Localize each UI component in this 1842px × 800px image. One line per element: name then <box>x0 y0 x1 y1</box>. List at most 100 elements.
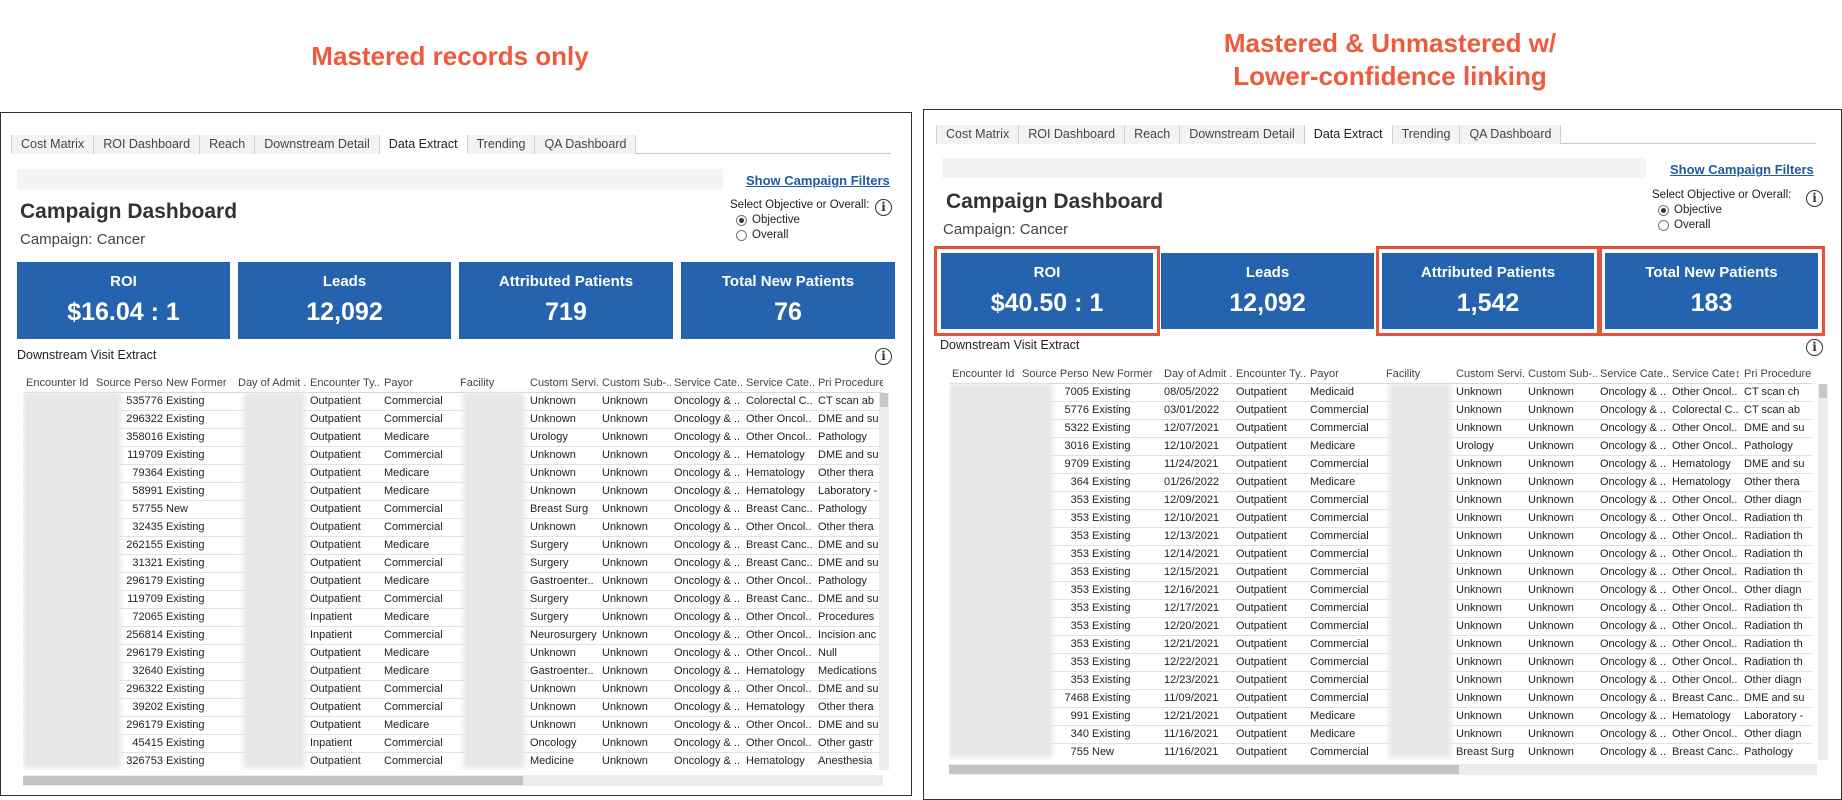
column-header[interactable]: Custom Sub-.. <box>599 375 671 393</box>
column-header[interactable]: Payor <box>1307 366 1383 384</box>
tab-qa-dashboard[interactable]: QA Dashboard <box>535 135 637 154</box>
table-row[interactable]: 3016 Existing 12/10/2021 Outpatient Medicare… <box>949 437 1813 456</box>
column-header[interactable]: Pri Procedure <box>815 375 883 393</box>
horizontal-scrollbar[interactable] <box>23 775 883 786</box>
radio-icon[interactable] <box>1658 204 1669 216</box>
table-row[interactable]: 9709 Existing 11/24/2021 Outpatient Commerci… <box>949 455 1813 474</box>
table-row[interactable]: 296179 Existing Outpatient Medicare Unknown U… <box>23 644 883 663</box>
column-header[interactable]: Custom Sub-.. <box>1525 366 1597 384</box>
table-row[interactable]: 358016 Existing Outpatient Medicare Urology U… <box>23 428 883 447</box>
table-row[interactable]: 7005 Existing 08/05/2022 Outpatient Medicaid… <box>949 383 1813 402</box>
tab-downstream-detail[interactable]: Downstream Detail <box>255 135 380 154</box>
table-row[interactable]: 353 Existing 12/09/2021 Outpatient Commercia… <box>949 491 1813 510</box>
tab-trending[interactable]: Trending <box>1392 125 1461 144</box>
info-icon[interactable]: i <box>1806 339 1823 356</box>
info-icon[interactable]: i <box>1806 190 1823 207</box>
tab-roi-dashboard[interactable]: ROI Dashboard <box>94 135 201 154</box>
column-header[interactable]: Service Cate.. <box>743 375 815 393</box>
table-row[interactable]: 31321 Existing Outpatient Commercial Surgery… <box>23 554 883 573</box>
column-header[interactable]: New Former <box>163 375 235 393</box>
table-row[interactable]: 353 Existing 12/13/2021 Outpatient Commercia… <box>949 527 1813 546</box>
column-header[interactable]: Facility <box>1383 366 1453 384</box>
table-row[interactable]: 32435 Existing Outpatient Commercial Unknown… <box>23 518 883 537</box>
horizontal-scrollbar[interactable] <box>949 764 1817 775</box>
show-campaign-filters-link[interactable]: Show Campaign Filters <box>1670 162 1814 177</box>
radio-objective[interactable]: Objective <box>736 214 869 226</box>
table-row[interactable]: 353 Existing 12/10/2021 Outpatient Commercia… <box>949 509 1813 528</box>
info-icon[interactable]: i <box>875 348 892 365</box>
table-row[interactable]: 353 Existing 12/17/2021 Outpatient Commercia… <box>949 599 1813 618</box>
table-row[interactable]: 5322 Existing 12/07/2021 Outpatient Commerci… <box>949 419 1813 438</box>
tab-downstream-detail[interactable]: Downstream Detail <box>1180 125 1305 144</box>
column-header[interactable]: Encounter Id <box>23 375 93 393</box>
scroll-thumb[interactable] <box>23 776 523 785</box>
table-row[interactable]: 353 Existing 12/23/2021 Outpatient Commercia… <box>949 671 1813 690</box>
table-row[interactable]: 39202 Existing Outpatient Commercial Unknown… <box>23 698 883 717</box>
table-row[interactable]: 353 Existing 12/21/2021 Outpatient Commercia… <box>949 635 1813 654</box>
column-header[interactable]: Payor <box>381 375 457 393</box>
table-row[interactable]: 296179 Existing Outpatient Medicare Gastroen… <box>23 572 883 591</box>
scroll-thumb[interactable] <box>1819 384 1827 398</box>
table-row[interactable]: 991 Existing 12/21/2021 Outpatient Medicare U… <box>949 707 1813 726</box>
info-icon[interactable]: i <box>875 199 892 216</box>
table-row[interactable]: 353 Existing 12/22/2021 Outpatient Commercia… <box>949 653 1813 672</box>
radio-overall[interactable]: Overall <box>736 229 869 241</box>
column-header[interactable]: Encounter Id <box>949 366 1019 384</box>
column-header[interactable]: Source Perso.. <box>1019 366 1089 384</box>
radio-icon[interactable] <box>1658 219 1669 231</box>
column-header[interactable]: Service Cate↕↓ <box>1669 366 1741 384</box>
table-row[interactable]: 72065 Existing Inpatient Medicare Surgery Unk… <box>23 608 883 627</box>
column-header[interactable]: Encounter Ty.. <box>307 375 381 393</box>
column-header[interactable]: Source Perso.. <box>93 375 163 393</box>
column-header[interactable]: Day of Admit .. <box>1161 366 1233 384</box>
tab-data-extract[interactable]: Data Extract <box>1304 125 1393 144</box>
show-campaign-filters-link[interactable]: Show Campaign Filters <box>746 173 890 188</box>
column-header[interactable]: Custom Servi.. <box>1453 366 1525 384</box>
table-row[interactable]: 262155 Existing Outpatient Medicare Surgery U… <box>23 536 883 555</box>
table-row[interactable]: 32640 Existing Outpatient Medicare Gastroent… <box>23 662 883 681</box>
tab-roi-dashboard[interactable]: ROI Dashboard <box>1019 125 1126 144</box>
column-header[interactable]: Encounter Ty.. <box>1233 366 1307 384</box>
column-header[interactable]: Day of Admit .. <box>235 375 307 393</box>
tab-reach[interactable]: Reach <box>200 135 256 154</box>
table-row[interactable]: 7468 Existing 11/09/2021 Outpatient Commerci… <box>949 689 1813 708</box>
radio-icon[interactable] <box>736 229 747 241</box>
table-row[interactable]: 296179 Existing Outpatient Medicare Unknown U… <box>23 716 883 735</box>
column-header[interactable]: Service Cate.. <box>1597 366 1669 384</box>
table-row[interactable]: 755 New 11/16/2021 Outpatient Commercial Brea… <box>949 743 1813 760</box>
table-row[interactable]: 340 Existing 11/16/2021 Outpatient Medicare U… <box>949 725 1813 744</box>
table-row[interactable]: 353 Existing 12/16/2021 Outpatient Commercia… <box>949 581 1813 600</box>
column-header[interactable]: New Former <box>1089 366 1161 384</box>
vertical-scrollbar[interactable] <box>879 393 889 770</box>
table-row[interactable]: 58991 Existing Outpatient Medicare Unknown Un… <box>23 482 883 501</box>
table-row[interactable]: 326753 Existing Outpatient Commercial Medici… <box>23 752 883 770</box>
table-row[interactable]: 535776 Existing Outpatient Commercial Unknow… <box>23 392 883 411</box>
table-row[interactable]: 57755 New Outpatient Commercial Breast Surg U… <box>23 500 883 519</box>
table-row[interactable]: 296322 Existing Outpatient Commercial Unknow… <box>23 680 883 699</box>
tab-qa-dashboard[interactable]: QA Dashboard <box>1460 125 1562 144</box>
table-row[interactable]: 45415 Existing Inpatient Commercial Oncology… <box>23 734 883 753</box>
scroll-thumb[interactable] <box>949 765 1459 774</box>
table-row[interactable]: 364 Existing 01/26/2022 Outpatient Medicare U… <box>949 473 1813 492</box>
table-row[interactable]: 353 Existing 12/14/2021 Outpatient Commercia… <box>949 545 1813 564</box>
tab-reach[interactable]: Reach <box>1125 125 1181 144</box>
radio-overall[interactable]: Overall <box>1658 219 1791 231</box>
table-row[interactable]: 353 Existing 12/15/2021 Outpatient Commercia… <box>949 563 1813 582</box>
vertical-scrollbar[interactable] <box>1818 384 1828 760</box>
tab-cost-matrix[interactable]: Cost Matrix <box>936 125 1020 144</box>
column-header[interactable]: Custom Servi.. <box>527 375 599 393</box>
table-row[interactable]: 353 Existing 12/20/2021 Outpatient Commercia… <box>949 617 1813 636</box>
table-row[interactable]: 79364 Existing Outpatient Medicare Unknown Un… <box>23 464 883 483</box>
table-row[interactable]: 296322 Existing Outpatient Commercial Unknow… <box>23 410 883 429</box>
tab-data-extract[interactable]: Data Extract <box>379 135 468 154</box>
column-header[interactable]: Service Cate.. <box>671 375 743 393</box>
radio-objective[interactable]: Objective <box>1658 204 1791 216</box>
column-header[interactable]: Facility <box>457 375 527 393</box>
radio-icon[interactable] <box>736 214 747 226</box>
column-header[interactable]: Pri Procedure <box>1741 366 1813 384</box>
table-row[interactable]: 256814 Existing Inpatient Commercial Neurosu… <box>23 626 883 645</box>
table-row[interactable]: 5776 Existing 03/01/2022 Outpatient Commerci… <box>949 401 1813 420</box>
scroll-thumb[interactable] <box>880 393 888 407</box>
table-row[interactable]: 119709 Existing Outpatient Commercial Unknow… <box>23 446 883 465</box>
table-row[interactable]: 119709 Existing Outpatient Commercial Surger… <box>23 590 883 609</box>
